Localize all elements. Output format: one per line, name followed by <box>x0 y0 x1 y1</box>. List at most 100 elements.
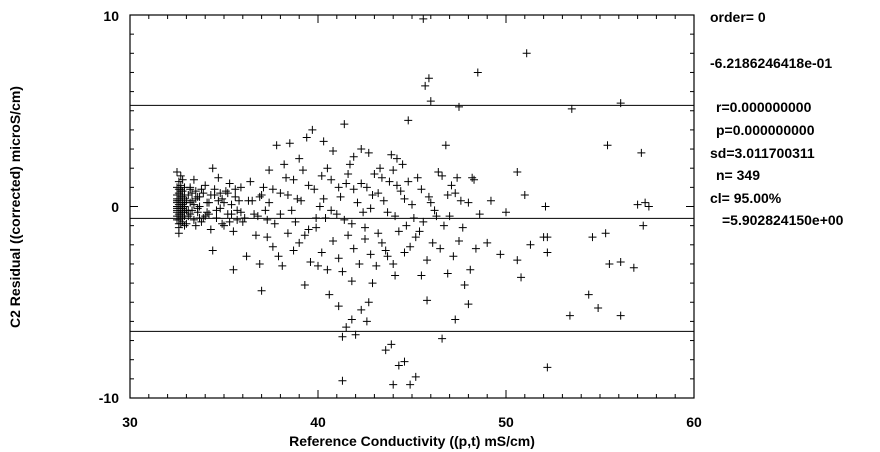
data-point <box>391 271 400 280</box>
data-point <box>351 330 360 339</box>
data-point <box>404 116 413 125</box>
data-point <box>323 265 332 274</box>
data-point <box>357 179 366 188</box>
data-point <box>195 192 204 201</box>
data-point <box>644 202 653 211</box>
data-point <box>366 250 375 259</box>
data-point <box>349 152 358 161</box>
data-point <box>392 181 401 190</box>
data-point <box>282 173 291 182</box>
data-point <box>438 334 447 343</box>
data-point <box>370 169 379 178</box>
data-point <box>458 223 467 232</box>
data-point <box>455 236 463 245</box>
data-point <box>451 189 460 198</box>
data-point <box>400 194 409 203</box>
data-point <box>496 250 505 259</box>
x-axis-label: Reference Conductivity ((p,t) mS/cm) <box>289 433 535 449</box>
data-point <box>391 212 400 221</box>
data-point <box>616 258 625 267</box>
data-point <box>364 148 373 157</box>
data-point <box>629 263 638 272</box>
data-point <box>419 217 428 226</box>
data-point <box>543 248 552 257</box>
data-point <box>189 200 198 209</box>
data-point <box>263 233 272 242</box>
data-point <box>174 229 183 238</box>
data-point <box>270 219 279 228</box>
data-point <box>268 185 277 194</box>
data-point <box>212 213 221 222</box>
data-point <box>174 212 183 221</box>
data-point <box>349 244 358 253</box>
data-point <box>297 196 306 205</box>
data-point <box>594 303 603 312</box>
data-point <box>178 187 187 196</box>
data-point <box>584 290 593 299</box>
data-point <box>323 164 332 173</box>
data-point <box>460 281 469 290</box>
data-point <box>517 273 526 282</box>
data-point <box>456 196 465 205</box>
data-point <box>231 192 240 201</box>
data-point <box>178 213 187 222</box>
data-point <box>603 141 612 150</box>
data-point <box>314 261 322 270</box>
data-point <box>174 177 183 186</box>
data-point <box>173 206 181 215</box>
data-point <box>220 198 228 207</box>
data-point <box>392 154 401 163</box>
data-point <box>325 290 334 299</box>
data-point <box>344 231 353 240</box>
data-point <box>470 175 479 184</box>
data-point <box>639 221 648 230</box>
stat-intercept: -6.2186246418e-01 <box>710 55 832 71</box>
data-points <box>173 14 653 389</box>
data-point <box>374 229 383 238</box>
data-point <box>289 175 298 184</box>
data-point <box>189 215 198 224</box>
data-point <box>276 189 285 198</box>
data-point <box>368 279 377 288</box>
data-point <box>396 187 405 196</box>
data-point <box>434 168 443 177</box>
data-point <box>195 202 204 211</box>
data-point <box>426 97 435 106</box>
data-point <box>176 191 185 200</box>
data-point <box>411 233 420 242</box>
data-point <box>174 196 183 205</box>
stat-order: order= 0 <box>710 9 766 25</box>
data-point <box>408 200 416 209</box>
data-point <box>453 173 462 182</box>
data-point <box>236 183 245 192</box>
data-point <box>240 213 249 222</box>
data-point <box>423 256 432 265</box>
data-point <box>188 189 197 198</box>
data-point <box>428 238 437 247</box>
data-point <box>357 305 366 314</box>
data-point <box>445 212 454 221</box>
data-point <box>443 191 452 200</box>
data-point <box>186 198 195 207</box>
data-point <box>438 171 447 180</box>
data-point <box>306 258 315 267</box>
data-point <box>383 208 392 217</box>
data-point <box>338 332 347 341</box>
data-point <box>265 198 274 207</box>
data-point <box>289 246 298 255</box>
data-point <box>212 206 221 215</box>
data-point <box>191 221 200 230</box>
data-point <box>291 217 300 226</box>
data-point <box>417 185 426 194</box>
data-point <box>340 215 349 224</box>
data-point <box>406 242 415 251</box>
data-point <box>195 213 204 222</box>
data-point <box>236 208 245 217</box>
data-point <box>283 229 292 238</box>
data-point <box>251 231 260 240</box>
data-point <box>176 171 185 180</box>
data-point <box>329 236 338 245</box>
data-point <box>372 261 381 270</box>
data-point <box>304 225 313 234</box>
